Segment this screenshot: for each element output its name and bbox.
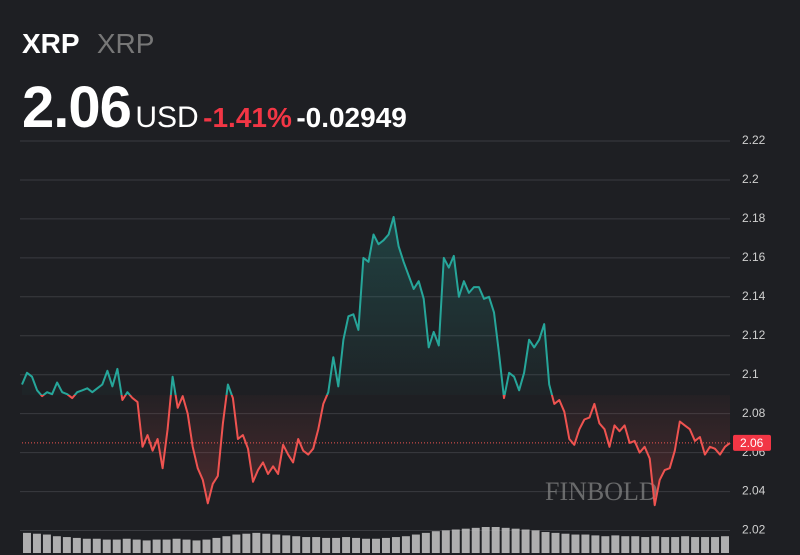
volume-bar [641,537,650,553]
volume-bar [591,535,600,553]
volume-bar [242,533,251,553]
volume-bar [691,537,700,553]
volume-bar [192,540,201,553]
volume-bar [521,529,530,553]
volume-bar [132,539,141,553]
volume-bar [152,539,161,553]
y-tick-label: 2.02 [742,523,766,537]
volume-bar [182,539,191,553]
volume-bar [581,534,590,553]
volume-bar [441,530,450,553]
volume-bar [661,537,670,553]
volume-bar [172,538,181,553]
volume-bar [421,532,430,553]
price-tag [733,434,771,451]
volume-bar [332,537,341,553]
volume-bar [122,538,131,553]
volume-bar [671,537,680,553]
volume-bar [292,536,301,553]
volume-bar [621,536,630,553]
volume-bar [52,536,61,553]
volume-bar [611,535,620,553]
price-tag-label: 2.06 [740,436,764,450]
volume-bar [701,537,710,553]
volume-bar [372,538,380,553]
volume-bar [721,536,729,553]
volume-bar [222,536,231,553]
y-tick-label: 2.04 [742,484,766,498]
volume-bar [312,537,321,553]
volume-bar [302,537,311,553]
y-tick-label: 2.08 [742,406,766,420]
volume-bar [202,539,211,553]
symbol: XRP [22,28,80,59]
volume-bar [112,539,121,553]
volume-bar [681,536,690,553]
volume-bar [451,529,460,553]
price-row: 2.06 USD -1.41% -0.02949 [22,74,407,141]
volume-bar [551,532,560,553]
y-tick-label: 2.14 [742,289,766,303]
volume-bar [431,531,440,553]
change-percent: -1.41% [203,102,292,133]
volume-bar [531,530,540,553]
volume-bar [322,537,331,553]
volume-bar [401,536,410,553]
volume-bar [541,532,550,553]
volume-bar [511,528,520,553]
volume-bar [92,538,101,553]
volume-bar [631,536,640,553]
area [22,217,730,506]
volume-bar [491,527,500,553]
volume-bar [471,527,480,553]
volume-bar [262,533,271,553]
y-tick-label: 2.18 [742,211,766,225]
watermark: FINBOLD [545,477,658,506]
volume-bar [272,534,281,553]
price-line [21,216,731,507]
volume-bar [411,534,420,553]
volume-bar [32,533,41,553]
volume-bar [23,532,31,553]
volume-bar [252,532,261,553]
volume-bar [42,534,51,553]
volume-bar [282,535,291,553]
volume-bar [162,539,171,553]
volume-bar [481,527,490,553]
volume-bar [352,537,361,553]
currency: USD [135,101,199,134]
y-tick-label: 2.16 [742,250,766,264]
y-tick-label: 2.1 [742,367,759,381]
volume-bar [561,533,570,553]
volume-bar [501,527,510,553]
volume-bar [102,539,111,553]
symbol-row: XRP XRP [22,28,154,60]
volume-bar [571,534,580,553]
volume-bar [142,540,151,553]
change: -0.02949 [296,102,407,133]
volume-bar [82,538,91,553]
volume-bar [651,536,660,553]
volume-bar [362,538,371,553]
volume-bar [72,537,81,553]
y-tick-label: 2.22 [742,133,766,147]
volume-bar [461,528,470,553]
volume-bar [212,537,221,553]
volume-bar [711,537,720,553]
volume-bar [381,537,390,553]
volume-bar [62,537,71,553]
y-tick-label: 2.2 [742,172,759,186]
y-tick-label: 2.12 [742,328,766,342]
asset-name: XRP [96,28,155,59]
volume-bar [391,537,400,553]
price: 2.06 [22,75,132,140]
volume-bar [601,536,610,553]
volume-bar [232,534,241,553]
volume-bar [342,537,351,553]
